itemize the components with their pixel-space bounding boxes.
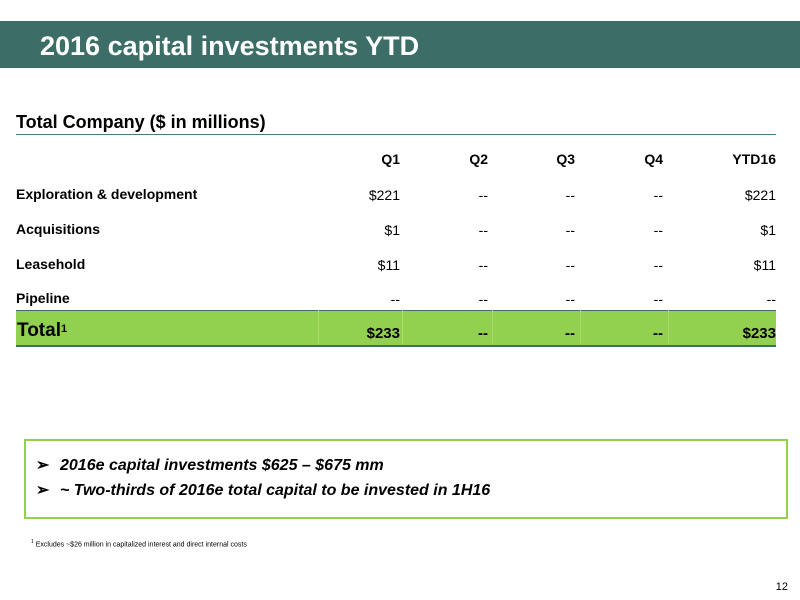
table-cell: -- [565, 222, 575, 238]
row-label-exploration-development: Exploration & development [16, 186, 198, 202]
footnote-marker: 1 [60, 323, 68, 335]
title-bar [0, 21, 800, 68]
table-cell: -- [653, 222, 663, 238]
table-cell: $11 [753, 257, 776, 273]
table-cell: $11 [377, 257, 400, 273]
callout-item-text: ~ Two-thirds of 2016e total capital to b… [60, 482, 491, 499]
row-label-leasehold: Leasehold [16, 256, 86, 272]
table-cell: -- [478, 291, 488, 307]
total-cell: -- [653, 325, 663, 342]
total-row-divider [492, 310, 493, 344]
column-header-ytd16: YTD16 [732, 151, 776, 167]
footnote-mark: 1 [31, 539, 34, 545]
table-title: Total Company ($ in millions) [16, 112, 266, 132]
total-row-divider [668, 310, 669, 344]
footnote-text: Excludes ~$26 million in capitalized int… [35, 541, 247, 549]
table-cell: -- [565, 257, 575, 273]
table-cell: -- [565, 187, 575, 203]
table-cell: $1 [760, 222, 776, 238]
table-cell: $1 [384, 222, 400, 238]
total-row-divider [402, 310, 403, 344]
footnote: 1 Excludes ~$26 million in capitalized i… [31, 537, 247, 550]
table-cell: -- [565, 291, 575, 307]
total-cell: -- [478, 325, 488, 342]
table-cell: $221 [368, 187, 400, 203]
arrow-bullet-icon: ➢ [36, 457, 50, 474]
arrow-bullet-icon: ➢ [36, 482, 50, 499]
table-cell: -- [478, 257, 488, 273]
total-label: Total1 [17, 320, 67, 342]
column-header-q1: Q1 [381, 151, 400, 167]
page-title: 2016 capital investments YTD [40, 31, 420, 61]
column-header-q2: Q2 [469, 151, 488, 167]
page-number: 12 [775, 581, 788, 593]
callout-box: ➢ 2016e capital investments $625 – $675 m… [24, 439, 788, 519]
total-cell: -- [565, 325, 575, 342]
table-cell: $221 [744, 187, 776, 203]
table-cell: -- [653, 187, 663, 203]
table-cell: -- [766, 291, 776, 307]
table-cell: -- [478, 222, 488, 238]
row-label-acquisitions: Acquisitions [16, 221, 101, 237]
callout-item: ➢ 2016e capital investments $625 – $675 m… [36, 456, 384, 476]
table-cell: -- [653, 291, 663, 307]
callout-item-text: 2016e capital investments $625 – $675 mm [60, 457, 384, 474]
total-row-divider [318, 310, 319, 344]
column-header-q4: Q4 [644, 151, 663, 167]
total-row-divider [580, 310, 581, 344]
column-header-q3: Q3 [556, 151, 575, 167]
row-label-pipeline: Pipeline [16, 290, 70, 306]
total-cell: $233 [366, 325, 400, 342]
table-cell: -- [653, 257, 663, 273]
table-title-divider [16, 134, 776, 135]
total-label-text: Total [17, 320, 61, 341]
callout-item: ➢ ~ Two-thirds of 2016e total capital to … [36, 481, 490, 501]
total-row [16, 310, 776, 347]
total-cell: $233 [742, 325, 776, 342]
table-cell: -- [390, 291, 400, 307]
table-cell: -- [478, 187, 488, 203]
